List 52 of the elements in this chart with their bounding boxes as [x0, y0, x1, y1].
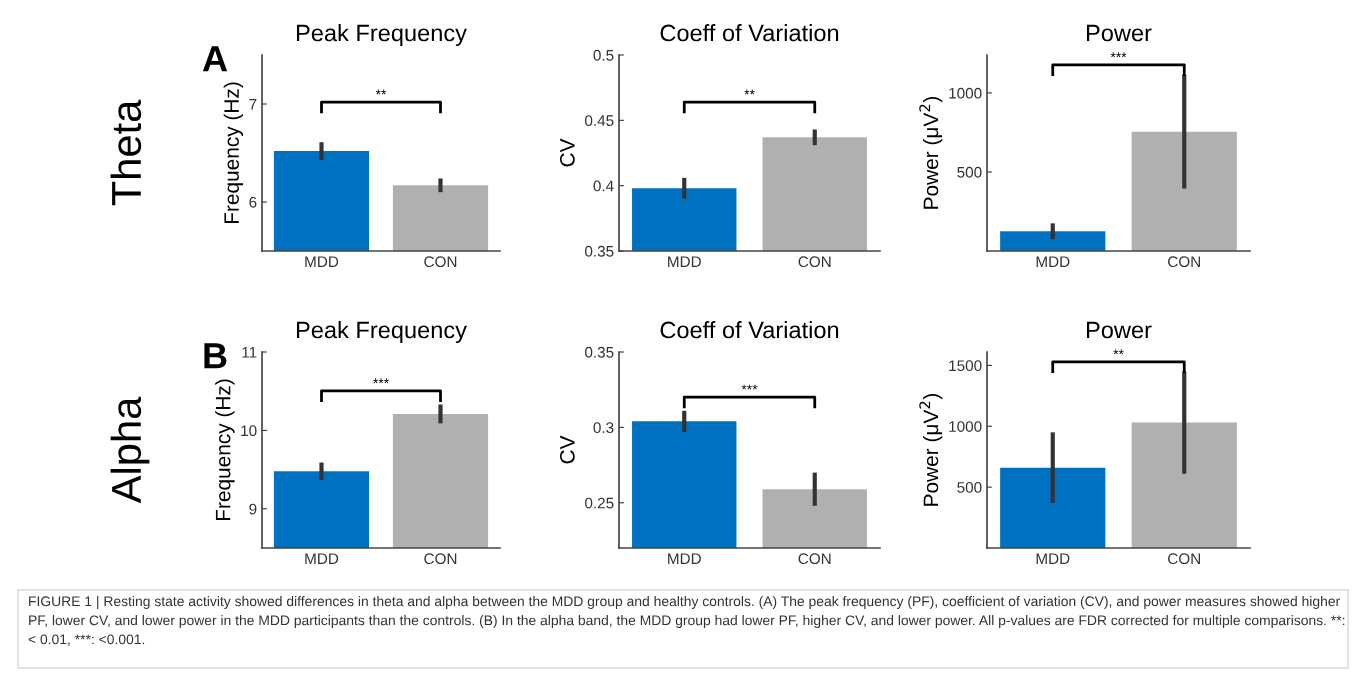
- y-axis-title: Power (μV$^{2}$): [919, 394, 943, 506]
- chart-title: Power: [1086, 24, 1152, 42]
- y-tick-label: 500: [957, 482, 982, 493]
- annotation: ***: [1110, 52, 1127, 58]
- x-tick-label: MDD: [1036, 553, 1070, 564]
- x-tick-label: CON: [424, 256, 457, 268]
- text: Theta: [110, 99, 142, 206]
- annotation: ***: [373, 378, 389, 384]
- x-tick-label: MDD: [668, 256, 701, 267]
- text: B: [204, 343, 227, 369]
- y-tick-label: 0.25: [585, 497, 614, 509]
- y-tick-label: 10: [241, 425, 257, 437]
- x-tick-label: CON: [1168, 553, 1200, 565]
- y-tick-label: 1500: [949, 360, 982, 372]
- x-tick-label: MDD: [305, 553, 339, 564]
- y-axis-title: Frequency (Hz): [215, 379, 235, 521]
- y-tick-label: 1000: [949, 87, 982, 99]
- y-axis-title: CV: [559, 138, 575, 167]
- y-axis-title: Frequency (Hz): [223, 82, 244, 224]
- y-tick-label: 0.35: [585, 346, 614, 358]
- x-tick-label: MDD: [668, 553, 701, 564]
- y-tick-label: 1000: [949, 421, 982, 432]
- y-axis-title: CV: [559, 435, 575, 464]
- annotation: **: [744, 89, 755, 95]
- x-tick-label: CON: [798, 553, 831, 565]
- chart-title: Peak Frequency: [296, 24, 467, 47]
- y-tick-label: 0.45: [585, 115, 614, 127]
- text: A: [202, 46, 228, 72]
- y-tick-label: 6: [249, 196, 257, 208]
- y-tick-label: 0.3: [593, 422, 614, 434]
- annotation: **: [1113, 349, 1124, 355]
- chart-title: Peak Frequency: [296, 321, 467, 344]
- x-tick-label: CON: [424, 553, 457, 565]
- y-tick-label: 9: [249, 503, 257, 515]
- y-tick-label: 7: [249, 99, 257, 110]
- chart-title: Coeff of Variation: [660, 321, 839, 339]
- y-axis-title: Power (μV$^{2}$): [919, 97, 943, 209]
- x-tick-label: CON: [1168, 256, 1200, 268]
- y-tick-label: 0.5: [593, 49, 614, 61]
- y-tick-label: 0.35: [585, 245, 614, 257]
- x-tick-label: MDD: [1036, 256, 1070, 267]
- text: Alpha: [110, 396, 150, 504]
- y-tick-label: 11: [242, 347, 257, 358]
- annotation: **: [375, 89, 387, 95]
- y-tick-label: 0.4: [593, 180, 614, 192]
- chart-title: Coeff of Variation: [660, 24, 839, 42]
- chart-title: Power: [1086, 321, 1152, 339]
- annotation: ***: [741, 384, 758, 390]
- text: FIGURE 1 | Resting state activity showed differences in theta and alpha between the MDD group and healthy controls. (A) The peak frequency (PF), coefficient of variation (CV), and power measures showed higher PF, lower CV, and lower power in the MDD participants than the controls. (B) In the alpha band, the MDD group had lower PF, higher CV, and lower power. All p-values are FDR corrected for multiple comparisons. **: < 0.01, ***: <0.001.: [28, 596, 1345, 646]
- y-tick-label: 500: [957, 166, 982, 178]
- x-tick-label: MDD: [305, 256, 339, 267]
- x-tick-label: CON: [798, 256, 831, 268]
